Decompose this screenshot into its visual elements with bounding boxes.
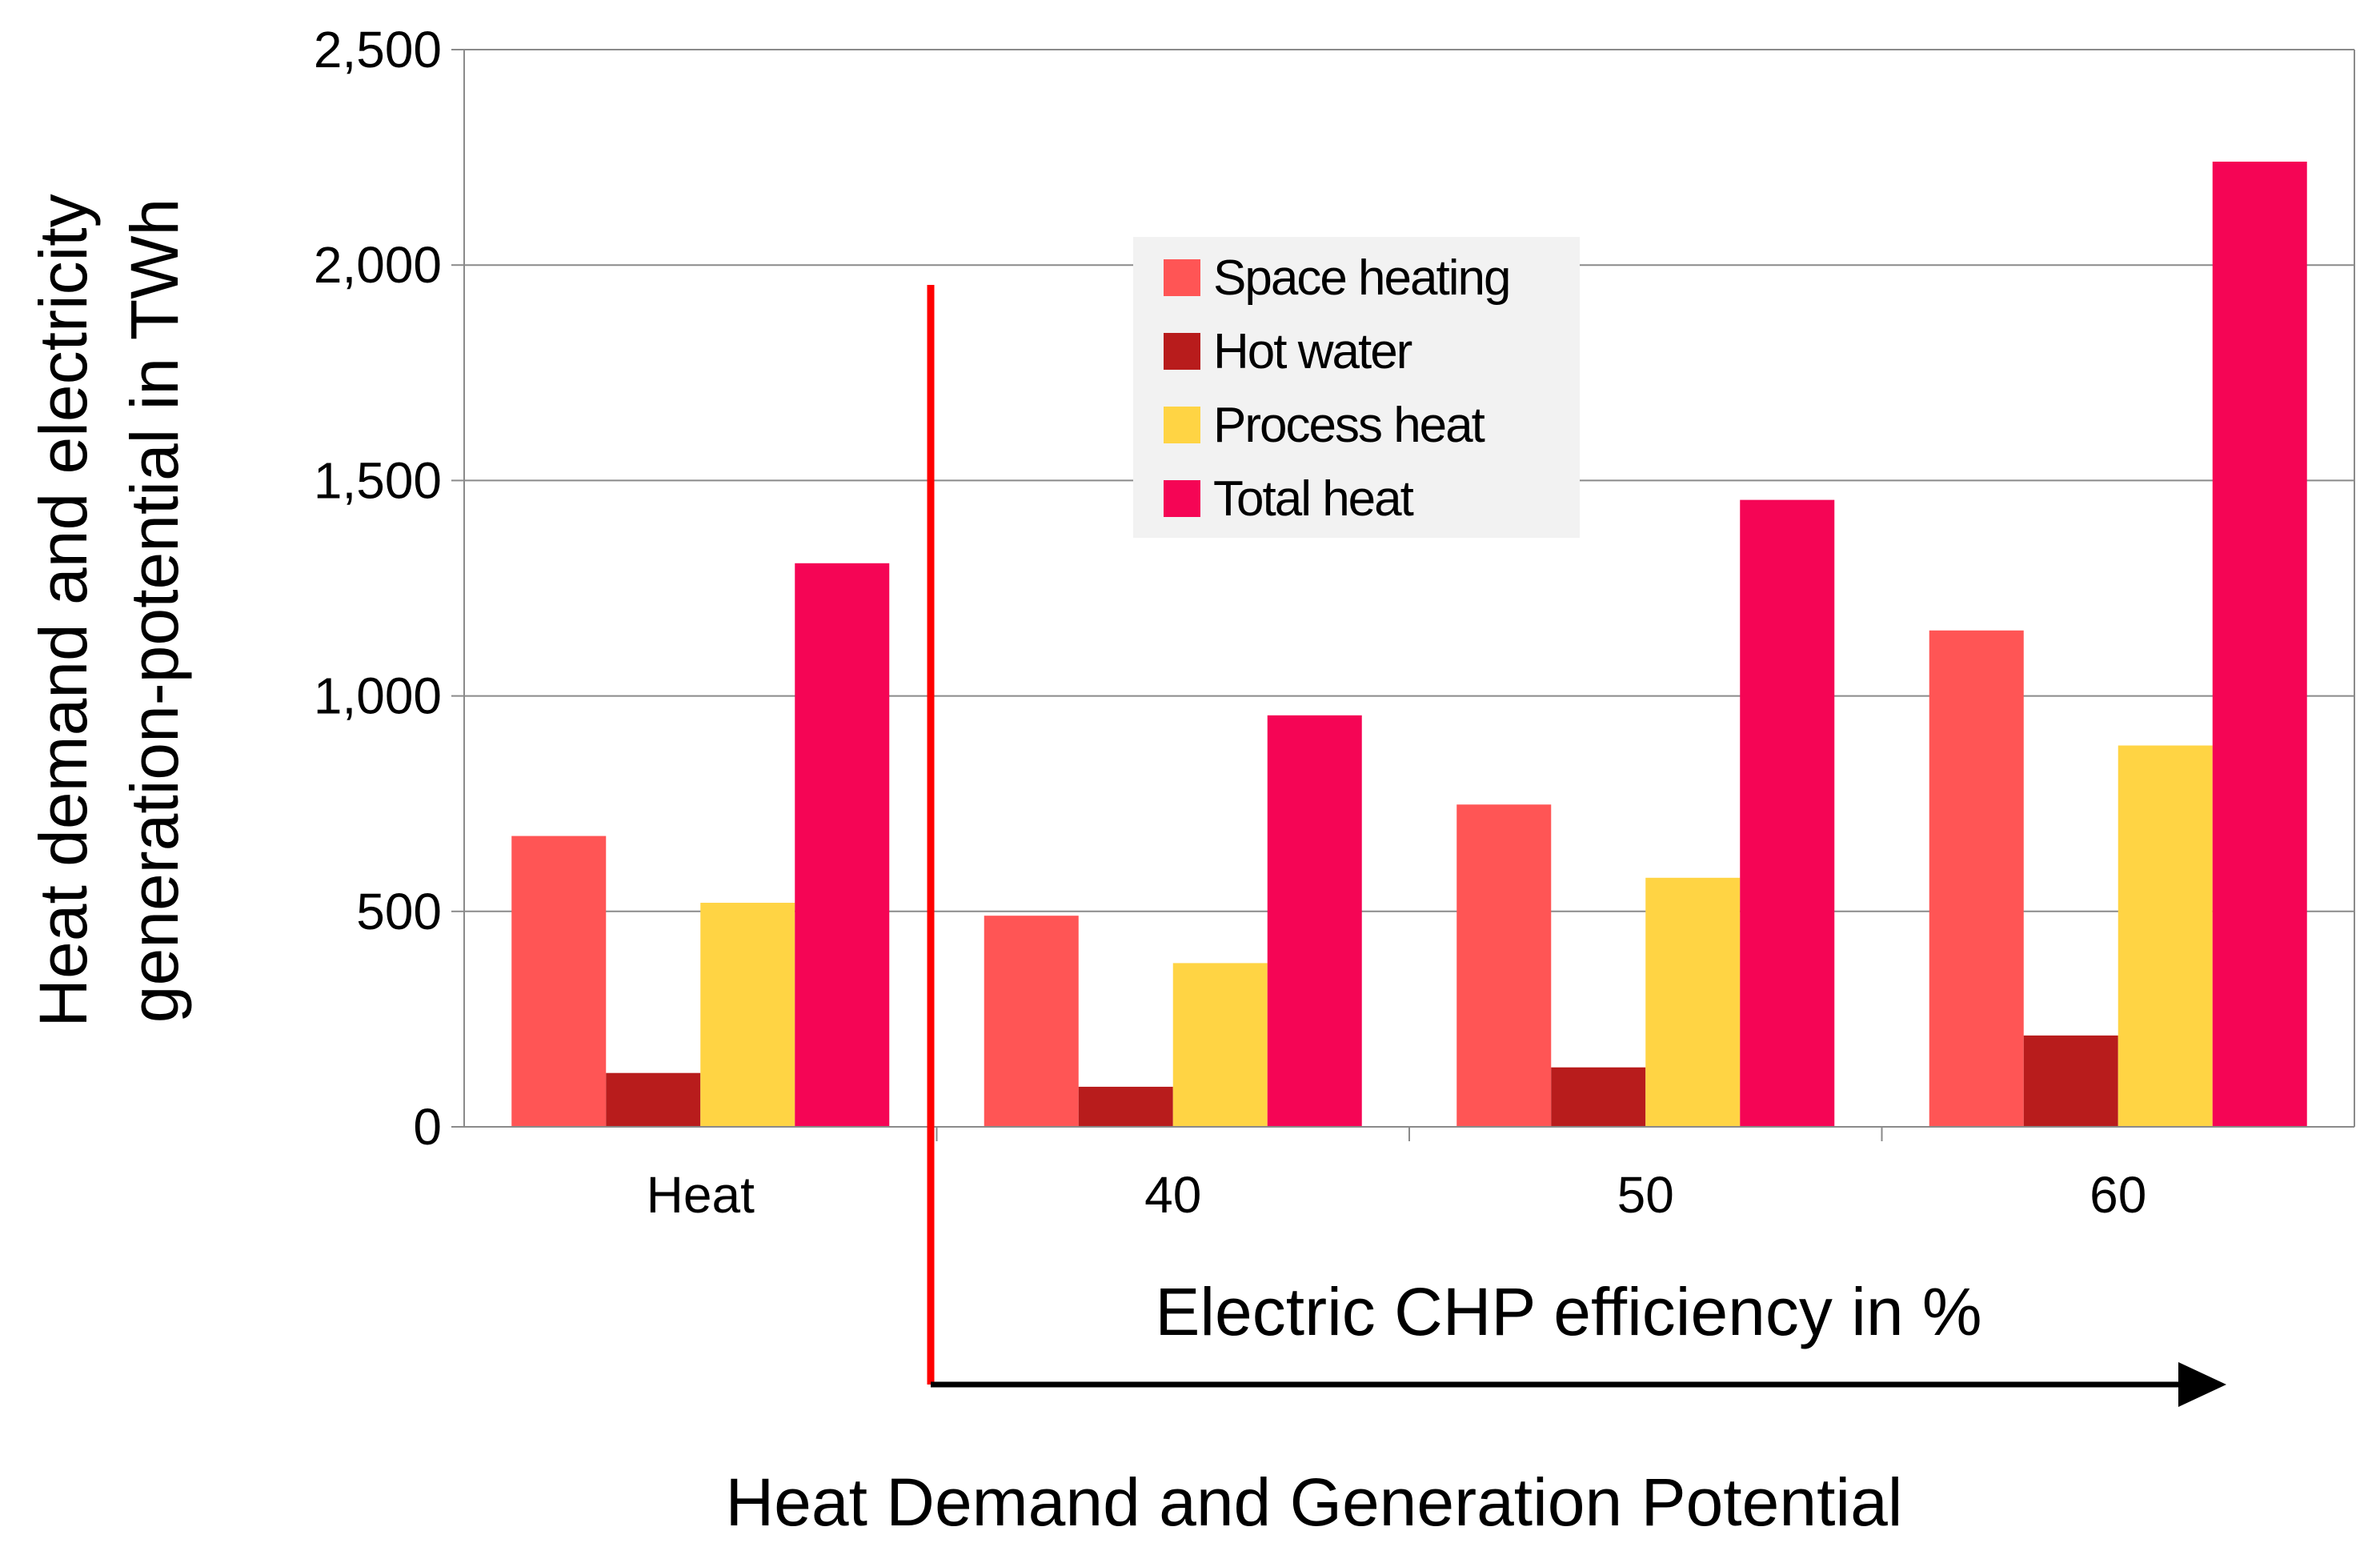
legend: Space heating Hot water Process heat Total … <box>1133 237 1580 538</box>
bar <box>606 1072 701 1127</box>
bar <box>1551 1067 1646 1127</box>
bar <box>2212 161 2307 1127</box>
legend-box <box>1133 237 1580 538</box>
bar <box>1456 804 1552 1127</box>
legend-swatch <box>1164 407 1200 443</box>
efficiency-annotation: Electric CHP efficiency in % <box>1155 1274 1981 1349</box>
bar <box>1172 963 1268 1127</box>
x-axis-label: Heat Demand and Generation Potential <box>726 1465 1903 1540</box>
x-tick-label: 40 <box>1144 1166 1201 1224</box>
bar <box>2023 1035 2118 1127</box>
x-tick-label: 60 <box>2090 1166 2146 1224</box>
y-tick-label: 0 <box>413 1098 442 1156</box>
bar <box>700 903 795 1127</box>
legend-swatch <box>1164 480 1200 517</box>
bar <box>1267 715 1362 1127</box>
y-axis-label-line-1: Heat demand and electricity <box>26 194 101 1027</box>
arrow-head <box>2178 1362 2226 1407</box>
y-tick-label: 2,000 <box>314 236 442 294</box>
axes: 0 500 1,000 1,500 2,000 2,500 Heat 40 50 60 <box>314 21 2355 1224</box>
legend-label: Hot water <box>1213 324 1412 379</box>
x-tick-label: Heat <box>647 1166 755 1224</box>
y-axis-label-line-2: generation-potential in TWh <box>117 198 192 1023</box>
legend-label: Total heat <box>1213 471 1414 527</box>
bar <box>511 836 607 1127</box>
bars <box>511 161 2307 1127</box>
x-tick-label: 50 <box>1617 1166 1674 1224</box>
bar <box>1740 499 1835 1127</box>
y-tick-label: 2,500 <box>314 21 442 78</box>
legend-label: Space heating <box>1213 250 1509 306</box>
bar <box>984 916 1079 1127</box>
bar <box>2118 745 2213 1127</box>
bar <box>1929 630 2024 1127</box>
legend-label: Process heat <box>1213 398 1485 453</box>
bar <box>795 563 890 1127</box>
y-tick-label: 500 <box>356 883 442 940</box>
legend-swatch <box>1164 259 1200 296</box>
bar <box>1078 1086 1173 1127</box>
bar <box>1645 877 1741 1127</box>
y-tick-label: 1,500 <box>314 451 442 509</box>
legend-swatch <box>1164 333 1200 370</box>
y-tick-label: 1,000 <box>314 667 442 725</box>
